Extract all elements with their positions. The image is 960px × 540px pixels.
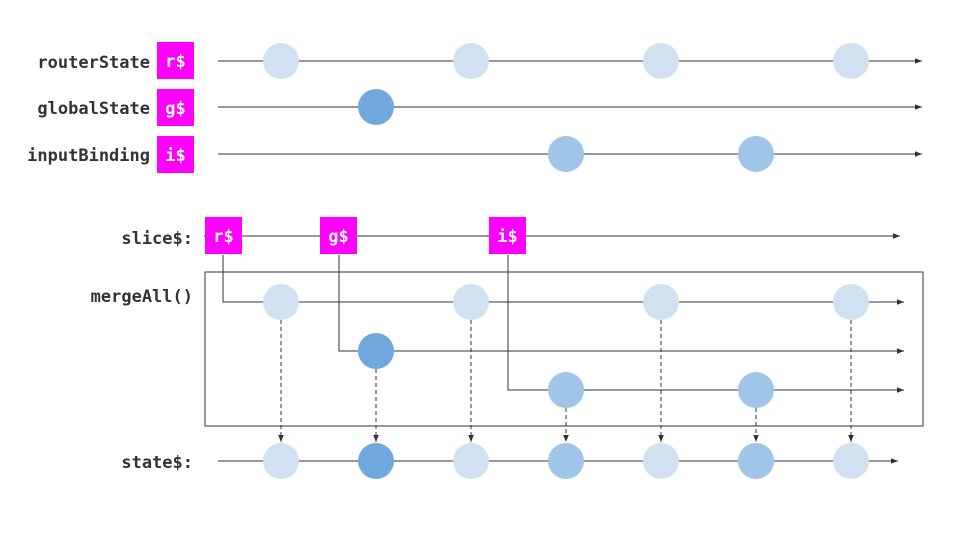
global-source-marble: [358, 89, 394, 125]
state-marble-router: [453, 443, 489, 479]
merged-global-stream: [338, 255, 904, 354]
router-badge: r$: [157, 42, 194, 79]
state-marble-router: [263, 443, 299, 479]
input-source-marble: [738, 136, 774, 172]
slice-emission-text: i$: [497, 227, 517, 247]
router-inner-marble: [453, 284, 489, 320]
merged-router-stream: [222, 255, 904, 305]
global-inner-marble: [358, 333, 394, 369]
state-marble-input: [738, 443, 774, 479]
slice-emission-text: g$: [328, 227, 348, 247]
router-source-marble: [643, 43, 679, 79]
router-inner-marble: [263, 284, 299, 320]
input-inner-marble: [548, 372, 584, 408]
router-source-marble: [263, 43, 299, 79]
router-inner-marble: [833, 284, 869, 320]
state-marble-global: [358, 443, 394, 479]
global-state-label: globalState: [37, 99, 150, 119]
router-source-marble: [453, 43, 489, 79]
slice-emission-badge: [320, 217, 357, 254]
marble-layer: r$ g$ i$: [205, 43, 869, 479]
slice-emission-badge: [489, 217, 526, 254]
router-source-marble: [833, 43, 869, 79]
global-badge-text: g$: [165, 99, 185, 119]
global-badge: g$: [157, 89, 194, 126]
router-inner-marble: [643, 284, 679, 320]
slice-label: slice$:: [121, 229, 193, 249]
router-state-label: routerState: [37, 53, 150, 73]
merge-all-label: mergeAll(): [91, 287, 193, 307]
router-badge-text: r$: [165, 52, 185, 72]
input-inner-marble: [738, 372, 774, 408]
slice-emission-text: r$: [213, 227, 233, 247]
slice-emission-badge: [205, 217, 242, 254]
state-marble-router: [833, 443, 869, 479]
state-marble-input: [548, 443, 584, 479]
input-badge: i$: [157, 136, 194, 173]
merge-all-box: [204, 271, 924, 427]
merged-input-stream: [507, 255, 904, 393]
state-marble-router: [643, 443, 679, 479]
input-source-marble: [548, 136, 584, 172]
state-label: state$:: [121, 453, 193, 473]
input-badge-text: i$: [165, 146, 185, 166]
input-binding-label: inputBinding: [27, 146, 150, 166]
